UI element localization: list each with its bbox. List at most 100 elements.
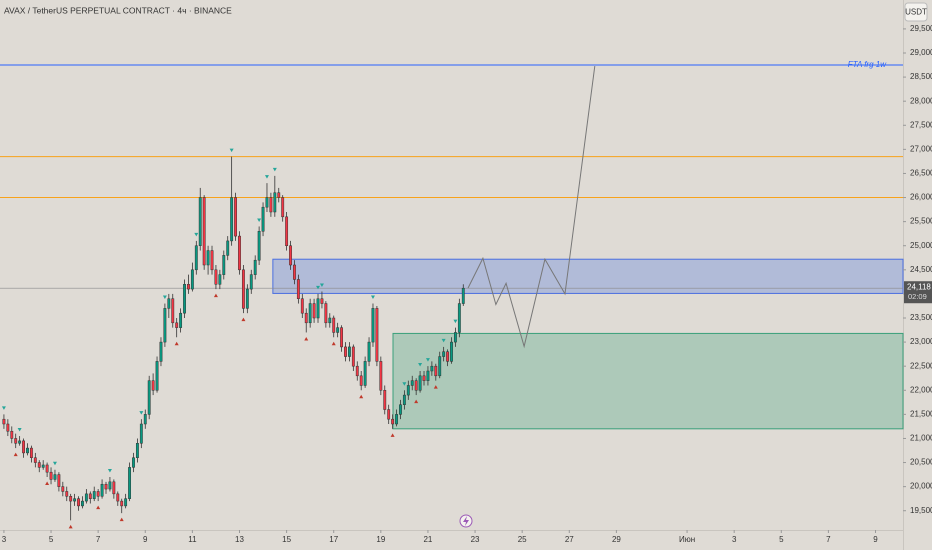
candle-body (41, 464, 45, 468)
fractal-high (441, 338, 446, 343)
currency-button[interactable] (904, 2, 928, 22)
candle-body (108, 481, 112, 490)
fractal-high (17, 428, 22, 432)
candle-body (422, 375, 426, 381)
candle-body (332, 317, 336, 333)
candle-body (190, 269, 194, 290)
candle-body (324, 303, 328, 324)
fractal-high (229, 148, 234, 153)
candle-body (163, 308, 167, 343)
candle-body (379, 361, 383, 391)
candle-body (26, 447, 29, 454)
candle-body (257, 231, 261, 261)
candle-body (45, 464, 49, 473)
candle-body (383, 390, 387, 410)
y-tick-label: 27,000 (910, 144, 932, 153)
fractal-high (418, 363, 423, 367)
fractal-high (425, 358, 430, 362)
candle-body (222, 255, 226, 275)
fractal-high (264, 175, 269, 179)
x-tick-label: 5 (779, 535, 784, 544)
candle-body (340, 327, 343, 348)
candle-body (175, 322, 179, 328)
candle-body (6, 423, 10, 432)
x-tick-label: 3 (2, 535, 7, 544)
candle-body (328, 317, 332, 324)
y-tick-label: 21,500 (910, 409, 932, 418)
fractal-low (359, 394, 364, 399)
fractal-high (107, 469, 112, 473)
candle-body (261, 206, 265, 232)
fractal-high (402, 382, 407, 386)
candle-body (265, 197, 269, 208)
candle-body (57, 474, 61, 487)
candle-body (293, 264, 296, 280)
candle-body (457, 303, 461, 333)
candle-body (296, 279, 300, 299)
last-price-box (904, 281, 932, 304)
currency-button-label[interactable]: USDT (905, 8, 927, 17)
candle-body (151, 380, 155, 391)
candle-body (81, 500, 84, 507)
candle-body (14, 438, 18, 444)
fractal-low (433, 385, 438, 389)
x-tick-label: 3 (732, 535, 737, 544)
level-label: FTA frg 1w (848, 60, 887, 69)
candle-body (49, 471, 53, 480)
candle-body (253, 259, 257, 275)
y-tick-label: 29,000 (910, 48, 932, 57)
fractal-high (319, 283, 324, 287)
projection-path (467, 65, 596, 349)
x-tick-label: 5 (49, 535, 54, 544)
candle-body (183, 284, 186, 314)
x-tick-label: 7 (826, 535, 831, 544)
candle-body (285, 216, 289, 246)
candle-body (461, 287, 465, 304)
candle-body (53, 474, 57, 480)
y-tick-label: 21,000 (910, 434, 932, 443)
candle-body (367, 341, 371, 362)
candle-body (375, 308, 379, 362)
candle-body (69, 496, 73, 502)
fractal-low (96, 505, 101, 510)
candle-body (241, 269, 245, 309)
candle-body (355, 365, 359, 377)
x-tick-label: 11 (188, 535, 197, 544)
candle-body (434, 365, 438, 377)
fractal-high (139, 411, 144, 415)
candle-body (308, 303, 312, 324)
candle-body (387, 409, 391, 420)
candle-body (73, 498, 77, 502)
fractal-low (304, 336, 309, 341)
fractal-low (213, 293, 218, 298)
fractal-low (241, 317, 246, 322)
candle-body (281, 197, 285, 218)
candle-body (88, 493, 92, 499)
candle-body (273, 192, 277, 213)
candle-body (399, 404, 402, 415)
candle-body (187, 284, 190, 290)
candle-body (450, 341, 453, 362)
candle-body (92, 491, 96, 499)
y-tick-label: 23,000 (910, 337, 932, 346)
candle-body (395, 414, 398, 425)
x-tick-label: 9 (143, 535, 148, 544)
zone (272, 258, 904, 294)
countdown-label: 02:09 (908, 292, 927, 301)
y-tick-label: 27,500 (910, 120, 932, 129)
candle-body (22, 440, 25, 454)
x-tick-label: Июн (679, 535, 695, 544)
candle-body (65, 491, 69, 497)
candle-body (167, 298, 171, 309)
fractal-high (52, 461, 57, 466)
fractal-high (194, 232, 199, 237)
candle-body (29, 447, 33, 458)
x-tick-label: 29 (612, 535, 621, 544)
candle-body (120, 500, 124, 507)
candle-body (132, 457, 135, 468)
candle-body (116, 493, 120, 502)
candle-body (61, 486, 65, 492)
y-tick-label: 26,500 (910, 169, 932, 178)
